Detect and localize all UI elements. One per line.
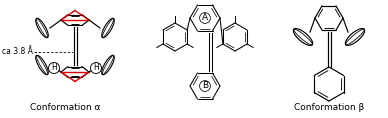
Text: Conformation α: Conformation α: [30, 103, 100, 112]
Text: H: H: [93, 63, 99, 72]
Text: H: H: [51, 63, 57, 72]
Text: A: A: [202, 13, 208, 23]
Text: Conformation β: Conformation β: [294, 103, 364, 112]
Text: ca 3.8 Å: ca 3.8 Å: [2, 48, 33, 57]
Text: B: B: [202, 82, 208, 91]
